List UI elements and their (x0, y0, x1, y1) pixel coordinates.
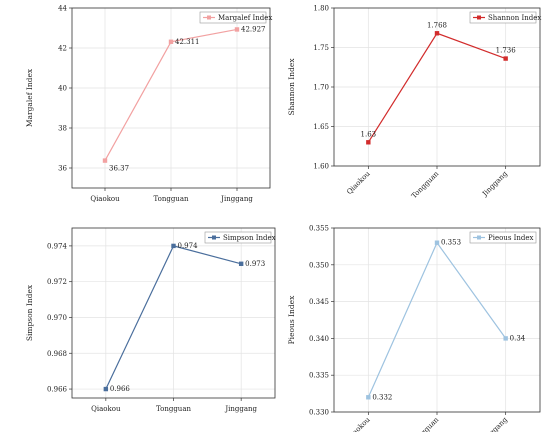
x-tick-label: Jinggang (480, 415, 509, 432)
data-point (103, 386, 109, 392)
y-tick-label: 1.80 (313, 5, 329, 13)
legend-marker (477, 235, 481, 240)
chart-panel-3: 0.966 0.968 0.970 0.972 0.974 Qiaokou Tongguan… (25, 227, 276, 413)
data-label: 0.973 (245, 260, 265, 268)
x-tick-label: Qiaokou (345, 169, 372, 196)
y-axis-label: Shannon Index (287, 58, 296, 116)
x-tick-label: Jinggang (220, 195, 253, 203)
y-axis-label: Margalef Index (25, 68, 34, 127)
data-label: 0.332 (372, 393, 392, 401)
y-tick-label: 0.972 (47, 278, 67, 286)
y-tick-label: 0.340 (309, 335, 329, 343)
x-tick-label: Tongguan (410, 169, 441, 200)
y-tick-label: 38 (58, 125, 67, 133)
legend-label: Margalef Index (218, 14, 272, 22)
y-tick-label: 1.70 (313, 84, 329, 92)
data-label: 1.63 (361, 130, 377, 138)
x-tick-label: Qiaokou (91, 405, 121, 413)
legend-label: Shannon Index (488, 14, 541, 22)
y-axis-label: Simpson Index (25, 284, 34, 341)
legend: Pieous Index (469, 231, 537, 244)
legend: Shannon Index (469, 11, 541, 24)
y-tick-label: 1.60 (313, 163, 329, 171)
data-point (434, 31, 440, 36)
y-tick-label: 42 (58, 45, 67, 53)
y-tick-label: 0.355 (309, 225, 329, 233)
y-tick-label: 0.974 (47, 242, 68, 250)
x-tick-label: Qiaokou (90, 195, 120, 203)
data-point (234, 27, 240, 32)
data-point (503, 56, 508, 61)
legend-box (199, 11, 267, 24)
legend-marker (207, 15, 211, 20)
x-tick-label: Tongguan (410, 415, 441, 432)
data-point (434, 240, 440, 245)
y-tick-label: 0.330 (309, 409, 329, 417)
x-tick-label: Jinggang (224, 405, 257, 413)
data-point (171, 243, 176, 249)
data-label: 0.966 (110, 385, 131, 393)
chart-panel-1: 36 38 40 42 44 Qiaokou Tongguan Jinggang Margale… (25, 5, 272, 204)
y-tick-label: 0.968 (47, 350, 67, 358)
data-point (503, 336, 508, 341)
x-tick-label: Tongguan (154, 195, 189, 203)
chart-panel-2: 1.60 1.65 1.70 1.75 1.80 Qiaokou Tongguan Jingg… (287, 5, 541, 201)
y-tick-label: 0.345 (309, 298, 329, 306)
data-point (238, 261, 244, 266)
legend-marker (477, 15, 481, 20)
x-tick-label: Tongguan (156, 405, 191, 413)
y-tick-label: 0.350 (309, 261, 329, 269)
data-label: 0.353 (441, 239, 461, 247)
data-label: 1.768 (427, 21, 447, 29)
data-label: 1.736 (496, 47, 517, 55)
y-tick-label: 36 (58, 165, 67, 173)
legend-box (469, 231, 537, 244)
legend-box (469, 11, 537, 24)
y-tick-label: 40 (58, 85, 67, 93)
data-label: 0.34 (510, 334, 526, 342)
y-tick-label: 44 (58, 5, 67, 13)
legend-marker (212, 235, 216, 240)
x-tick-label: Jinggang (480, 169, 509, 198)
y-tick-label: 1.65 (313, 123, 329, 131)
data-label: 0.974 (178, 242, 199, 250)
x-tick-label: Qiaokou (345, 415, 372, 432)
data-point (168, 39, 174, 44)
data-point (366, 140, 371, 145)
legend: Margalef Index (199, 11, 272, 24)
data-label: 36.37 (109, 165, 129, 173)
y-tick-label: 1.75 (313, 44, 329, 52)
chart-panel-4: 0.330 0.335 0.340 0.345 0.350 0.355 Qiaokou Ton… (287, 225, 541, 432)
data-point (366, 395, 371, 400)
legend-box (204, 231, 272, 244)
legend-label: Simpson Index (223, 234, 276, 242)
legend: Simpson Index (204, 231, 276, 244)
data-label: 42.927 (241, 25, 266, 33)
y-tick-label: 0.966 (47, 386, 68, 394)
data-label: 42.311 (175, 38, 200, 46)
y-tick-label: 0.335 (309, 372, 329, 380)
data-point (102, 158, 108, 163)
y-tick-label: 0.970 (47, 314, 67, 322)
y-axis-label: Pieous Index (287, 295, 296, 344)
legend-label: Pieous Index (488, 234, 534, 242)
